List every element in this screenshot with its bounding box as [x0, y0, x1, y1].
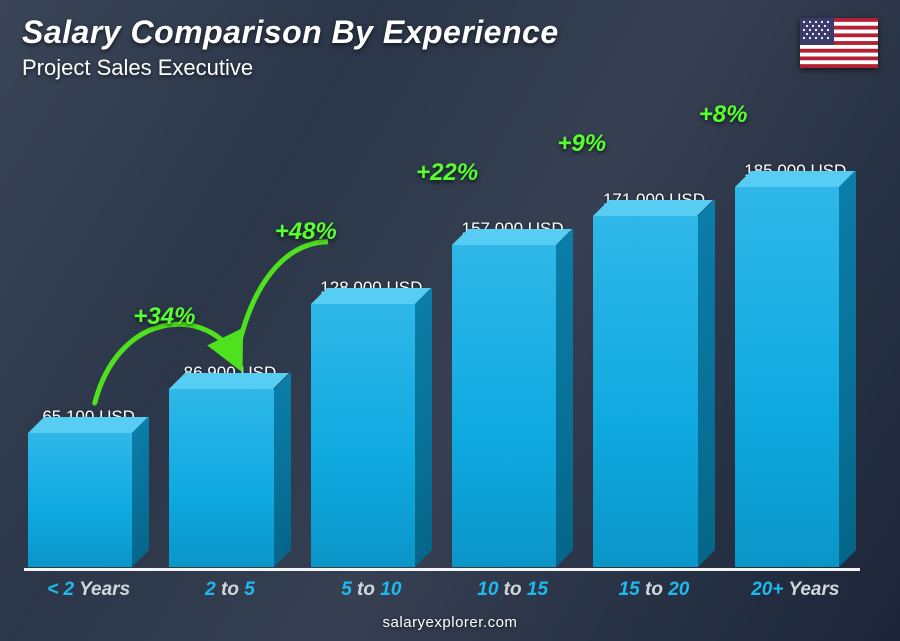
chart-title: Salary Comparison By Experience: [22, 14, 878, 51]
bar: [735, 187, 856, 567]
x-axis: < 2 Years 2 to 5 5 to 10 10 to 15 15 to 20 20…: [28, 579, 856, 601]
bar: [28, 433, 149, 567]
bar: [311, 304, 432, 567]
x-tick: < 2 Years: [28, 579, 149, 601]
chart-subtitle: Project Sales Executive: [22, 55, 878, 81]
bar-column: 157,000 USD: [452, 219, 573, 567]
bar-column: 86,900 USD: [169, 363, 290, 567]
bar: [593, 216, 714, 567]
bar: [452, 245, 573, 567]
footer-credit: salaryexplorer.com: [0, 614, 900, 631]
bar-chart: 65,100 USD86,900 USD128,000 USD157,000 U…: [28, 107, 856, 567]
usa-flag-icon: [800, 18, 878, 68]
bar-column: 128,000 USD: [311, 278, 432, 567]
x-tick: 10 to 15: [452, 579, 573, 601]
x-tick: 2 to 5: [169, 579, 290, 601]
baseline: [24, 568, 860, 571]
header: Salary Comparison By Experience Project …: [22, 14, 878, 81]
x-tick: 20+ Years: [735, 579, 856, 601]
infographic-stage: Salary Comparison By Experience Project …: [0, 0, 900, 641]
x-tick: 5 to 10: [311, 579, 432, 601]
bar-column: 65,100 USD: [28, 407, 149, 567]
bar-column: 185,000 USD: [735, 161, 856, 567]
bar-column: 171,000 USD: [593, 190, 714, 567]
bar: [169, 389, 290, 567]
x-tick: 15 to 20: [593, 579, 714, 601]
